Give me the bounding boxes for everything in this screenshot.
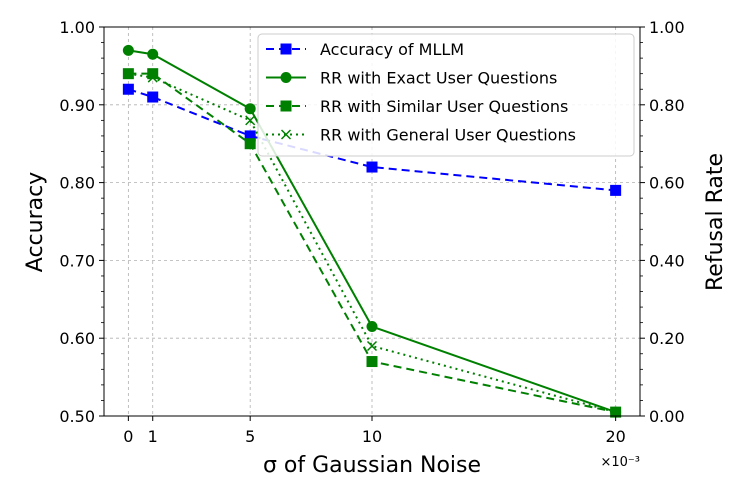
axis-ticks: 0 1 5 10 20 0.50 0.60 0.70 0.80 0.90 1.00 0.00 0.20 0… bbox=[59, 18, 684, 446]
x-axis-title: σ of Gaussian Noise bbox=[263, 453, 481, 478]
legend-label: RR with General User Questions bbox=[320, 126, 576, 145]
y-axis-title: Accuracy bbox=[23, 172, 48, 272]
data-point bbox=[366, 356, 378, 368]
x-tick-label: 5 bbox=[245, 427, 255, 446]
x-axis-multiplier: ×10⁻³ bbox=[600, 455, 640, 470]
y2-tick-label: 0.20 bbox=[649, 329, 685, 348]
data-point bbox=[245, 115, 256, 126]
data-point bbox=[610, 184, 622, 196]
x-tick-label: 20 bbox=[605, 427, 625, 446]
data-point bbox=[147, 91, 159, 103]
x-tick-label: 10 bbox=[362, 427, 382, 446]
legend-label: RR with Exact User Questions bbox=[320, 69, 557, 88]
y2-tick-label: 0.80 bbox=[649, 96, 685, 115]
data-point bbox=[122, 83, 134, 95]
legend-marker bbox=[280, 100, 292, 112]
legend-marker bbox=[280, 129, 292, 140]
data-point bbox=[147, 72, 158, 83]
legend: Accuracy of MLLM RR with Exact User Quest… bbox=[257, 33, 635, 157]
data-point bbox=[147, 68, 159, 80]
legend-label: Accuracy of MLLM bbox=[320, 40, 464, 59]
data-point bbox=[366, 161, 378, 173]
legend-box bbox=[257, 33, 635, 157]
data-point bbox=[147, 48, 159, 60]
y2-tick-label: 0.60 bbox=[649, 174, 685, 193]
data-point bbox=[366, 340, 378, 352]
y-tick-label: 1.00 bbox=[59, 18, 95, 37]
data-point bbox=[244, 103, 256, 115]
legend-marker bbox=[280, 43, 292, 55]
legend-marker bbox=[280, 72, 292, 83]
y-tick-label: 0.70 bbox=[59, 251, 95, 270]
y-tick-label: 0.90 bbox=[59, 96, 95, 115]
data-point bbox=[610, 407, 621, 418]
y2-tick-label: 1.00 bbox=[649, 18, 685, 37]
series-1 bbox=[122, 83, 622, 196]
x-tick-label: 1 bbox=[148, 427, 158, 446]
legend-label: RR with Similar User Questions bbox=[320, 97, 568, 116]
series-2 bbox=[122, 44, 622, 418]
series-layer bbox=[122, 44, 622, 418]
data-point bbox=[244, 130, 256, 142]
data-point bbox=[123, 68, 134, 79]
y2-axis-title: Refusal Rate bbox=[703, 153, 728, 291]
y-tick-label: 0.80 bbox=[59, 174, 95, 193]
data-point bbox=[366, 321, 378, 333]
x-tick-label: 0 bbox=[123, 427, 133, 446]
y2-tick-label: 0.00 bbox=[649, 407, 685, 426]
y-tick-label: 0.60 bbox=[59, 329, 95, 348]
data-point bbox=[122, 44, 134, 56]
y2-tick-label: 0.40 bbox=[649, 251, 685, 270]
series-4 bbox=[123, 68, 621, 418]
data-point bbox=[244, 138, 256, 150]
y-tick-label: 0.50 bbox=[59, 407, 95, 426]
